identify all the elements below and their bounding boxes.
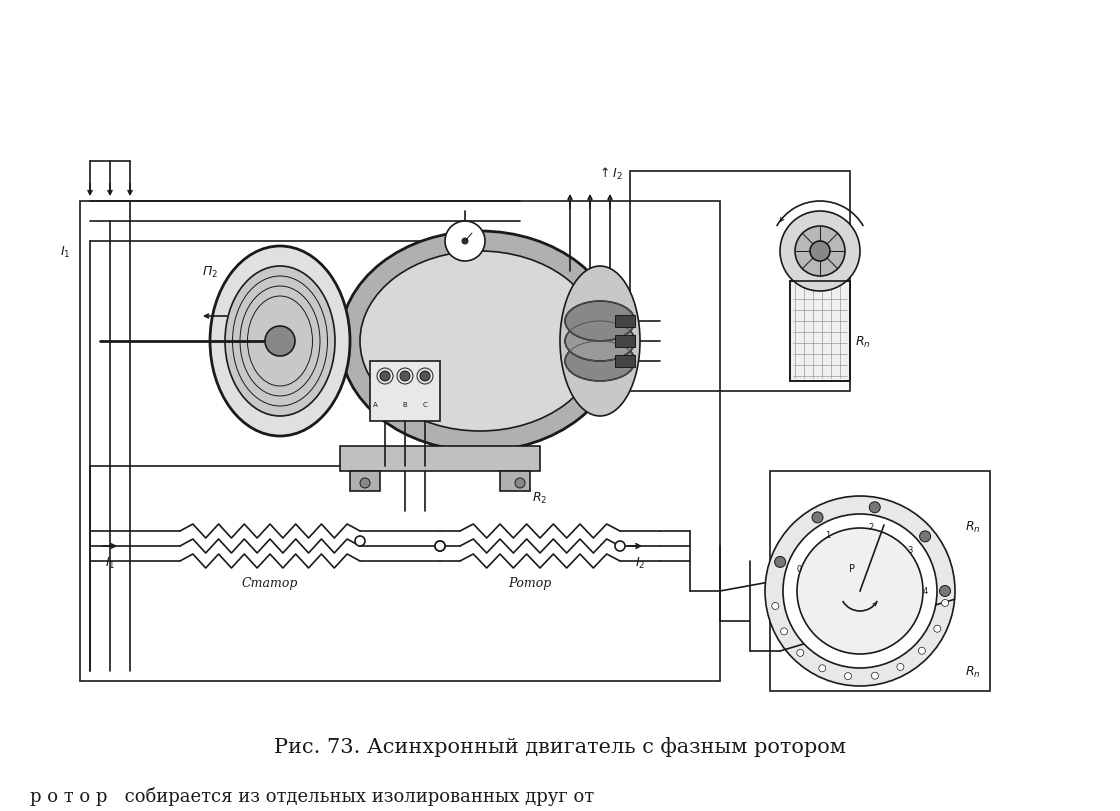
Circle shape xyxy=(435,541,445,551)
Text: 4: 4 xyxy=(923,587,927,596)
Text: $\uparrow I_2$: $\uparrow I_2$ xyxy=(597,165,623,182)
Circle shape xyxy=(400,371,410,381)
Text: A: A xyxy=(373,401,377,407)
Bar xyxy=(615,336,635,348)
Text: $R_n$: $R_n$ xyxy=(855,334,870,349)
Bar xyxy=(771,471,990,691)
Bar xyxy=(340,446,540,471)
Ellipse shape xyxy=(564,341,635,381)
Text: Рис. 73. Асинхронный двигатель с фазным ротором: Рис. 73. Асинхронный двигатель с фазным … xyxy=(274,736,846,756)
Text: $I_1$: $I_1$ xyxy=(59,244,71,260)
Circle shape xyxy=(380,371,390,381)
Ellipse shape xyxy=(211,247,349,436)
Ellipse shape xyxy=(225,267,335,417)
Circle shape xyxy=(942,599,949,607)
Circle shape xyxy=(435,541,445,551)
Circle shape xyxy=(420,371,430,381)
Circle shape xyxy=(360,478,370,488)
Text: C: C xyxy=(422,401,428,407)
Text: $R_2$: $R_2$ xyxy=(532,491,548,505)
Circle shape xyxy=(265,327,295,357)
Circle shape xyxy=(615,541,625,551)
Circle shape xyxy=(445,221,485,262)
Circle shape xyxy=(940,586,951,597)
Ellipse shape xyxy=(360,251,600,431)
Ellipse shape xyxy=(560,267,640,417)
Circle shape xyxy=(934,625,941,633)
Bar xyxy=(370,362,440,422)
Circle shape xyxy=(796,650,804,657)
Text: $П_2$: $П_2$ xyxy=(202,264,218,279)
Circle shape xyxy=(772,603,778,610)
Ellipse shape xyxy=(564,322,635,362)
Circle shape xyxy=(844,673,851,680)
Circle shape xyxy=(920,531,931,543)
Ellipse shape xyxy=(340,232,620,452)
Circle shape xyxy=(819,665,825,672)
Circle shape xyxy=(461,238,468,245)
Circle shape xyxy=(897,663,904,671)
Bar xyxy=(615,355,635,367)
Bar xyxy=(790,281,850,381)
Circle shape xyxy=(355,536,365,547)
Text: $I_2$: $I_2$ xyxy=(635,556,645,570)
Circle shape xyxy=(797,528,923,654)
Text: Статор: Статор xyxy=(242,577,298,590)
Bar xyxy=(615,315,635,328)
Text: B: B xyxy=(402,401,408,407)
Circle shape xyxy=(781,628,787,635)
Circle shape xyxy=(780,212,860,292)
Circle shape xyxy=(765,496,955,686)
Bar xyxy=(80,202,720,681)
Text: 0: 0 xyxy=(796,564,802,573)
Circle shape xyxy=(783,514,937,668)
Bar xyxy=(629,172,850,392)
Text: $I_1$: $I_1$ xyxy=(105,556,115,570)
Circle shape xyxy=(775,556,785,568)
Circle shape xyxy=(795,227,844,277)
Text: Ротор: Ротор xyxy=(508,577,552,590)
Circle shape xyxy=(869,502,880,513)
Text: 1: 1 xyxy=(824,530,830,539)
Circle shape xyxy=(871,672,878,680)
Bar xyxy=(349,471,380,491)
Circle shape xyxy=(918,647,925,654)
Text: р о т о р   собирается из отдельных изолированных друг от: р о т о р собирается из отдельных изолир… xyxy=(30,787,594,805)
Text: 3: 3 xyxy=(907,545,913,554)
Text: P: P xyxy=(849,564,855,573)
Circle shape xyxy=(515,478,525,488)
Circle shape xyxy=(810,242,830,262)
Text: $R_n$: $R_n$ xyxy=(965,663,981,679)
Bar xyxy=(790,281,850,381)
Text: 2: 2 xyxy=(869,523,874,532)
Circle shape xyxy=(812,513,823,523)
Text: $R_n$: $R_n$ xyxy=(965,519,981,534)
Ellipse shape xyxy=(564,302,635,341)
Bar xyxy=(500,471,530,491)
